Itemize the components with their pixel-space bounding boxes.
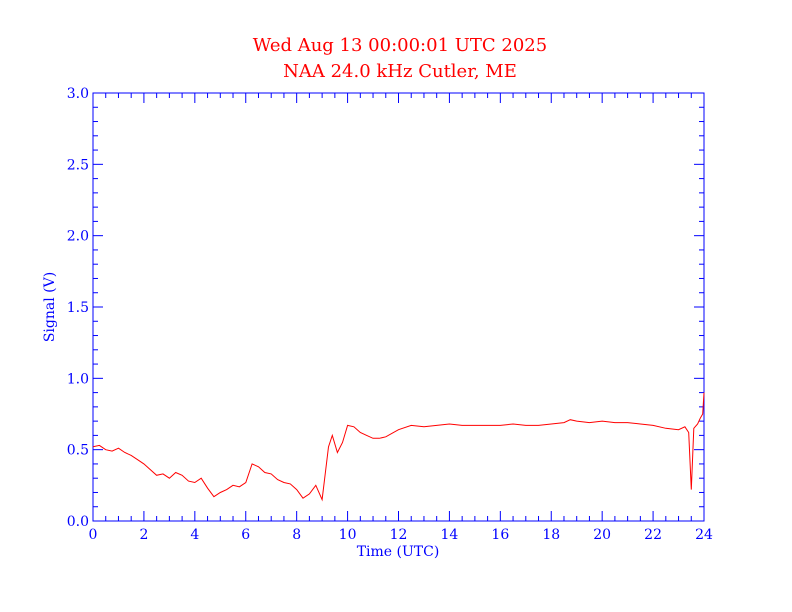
- chart-title: Wed Aug 13 00:00:01 UTC 2025: [253, 35, 547, 56]
- x-tick-label: 8: [292, 527, 301, 543]
- x-tick-label: 2: [139, 527, 148, 543]
- x-tick-label: 20: [593, 527, 611, 543]
- y-tick-label: 1.5: [67, 300, 89, 316]
- y-axis-tick-labels: 0.0 0.5 1.0 1.5 2.0 2.5 3.0: [67, 86, 89, 530]
- y-tick-label: 0.0: [67, 514, 89, 530]
- x-tick-label: 10: [339, 527, 357, 543]
- y-tick-label: 1.0: [67, 371, 89, 387]
- y-tick-label: 2.0: [67, 229, 89, 245]
- x-tick-label: 22: [644, 527, 662, 543]
- x-tick-label: 4: [190, 527, 199, 543]
- signal-series-line: [92, 392, 705, 502]
- y-axis-label: Signal (V): [42, 272, 58, 342]
- y-tick-label: 2.5: [67, 157, 89, 173]
- x-tick-label: 14: [441, 527, 459, 543]
- x-axis-ticks: [92, 93, 705, 521]
- chart-subtitle: NAA 24.0 kHz Cutler, ME: [283, 61, 517, 82]
- x-tick-label: 16: [491, 527, 509, 543]
- x-tick-label: 12: [390, 527, 408, 543]
- x-tick-label: 0: [89, 527, 98, 543]
- x-tick-label: 18: [542, 527, 560, 543]
- y-axis-ticks: [93, 92, 704, 522]
- plot-area-frame: [92, 92, 705, 522]
- x-axis-label: Time (UTC): [357, 544, 440, 560]
- y-tick-label: 3.0: [67, 86, 89, 102]
- x-tick-label: 24: [695, 527, 713, 543]
- y-tick-label: 0.5: [67, 443, 89, 459]
- x-axis-tick-labels: 0 2 4 6 8 10 12 14 16 18 20 22 24: [89, 527, 713, 543]
- x-tick-label: 6: [241, 527, 250, 543]
